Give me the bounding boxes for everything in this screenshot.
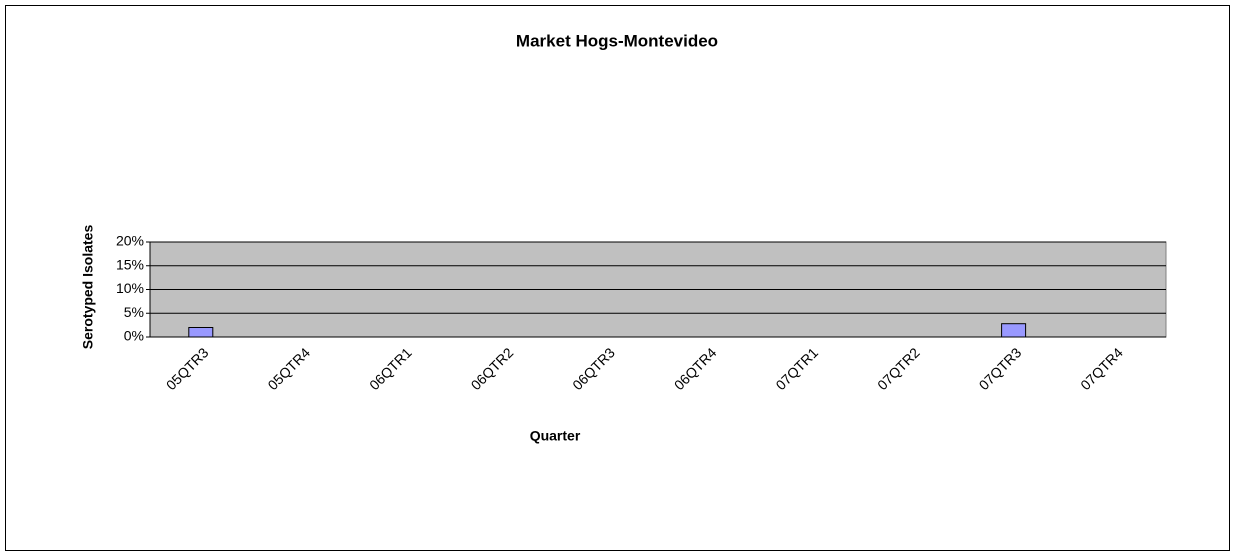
- y-tick-label: 0%: [124, 328, 144, 344]
- y-axis-title: Serotyped Isolates: [80, 225, 96, 350]
- y-tick-label: 20%: [116, 233, 144, 249]
- bar: [1001, 323, 1027, 338]
- y-tick-label: 15%: [116, 256, 144, 272]
- chart-title: Market Hogs-Montevideo: [516, 31, 718, 50]
- x-axis-title: Quarter: [530, 428, 581, 444]
- y-tick-label: 5%: [124, 304, 144, 320]
- y-tick-label: 10%: [116, 280, 144, 296]
- bar: [188, 327, 214, 338]
